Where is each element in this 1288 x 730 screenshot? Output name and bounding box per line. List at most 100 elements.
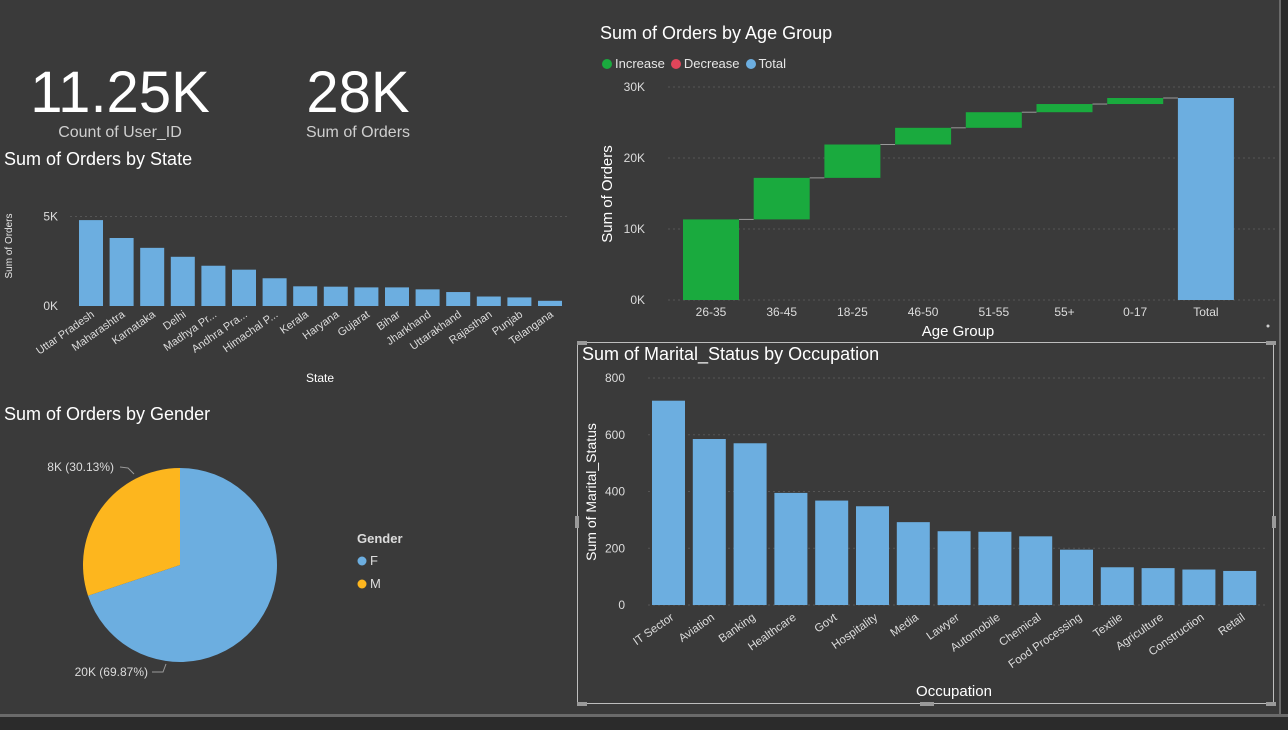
gender-chart-title: Sum of Orders by Gender (4, 404, 211, 424)
occupation-x-axis-label: Occupation (916, 683, 992, 700)
legend-decrease-label: Decrease (683, 56, 740, 71)
gender-legend-swatch-f (357, 556, 367, 566)
age-category-label: 18-25 (837, 305, 868, 319)
occupation-category-label: Textile (1091, 612, 1125, 641)
state-bar-bihar (385, 287, 409, 306)
occupation-category-label: Aviation (677, 612, 717, 645)
age-bar-0-17 (1107, 98, 1164, 105)
age-category-label: 36-45 (766, 305, 797, 319)
state-bar-madhya-pr (201, 265, 226, 306)
resize-handle-bottom-right[interactable] (1266, 702, 1276, 706)
gender-legend-title: Gender (357, 531, 403, 546)
occupation-category-label: Food Processing (1007, 612, 1085, 671)
occupation-ytick-label: 200 (605, 541, 625, 555)
state-bar-gujarat (354, 287, 379, 306)
resize-handle-bottom-left[interactable] (577, 702, 587, 706)
gender-legend-label-m: M (370, 576, 381, 591)
occupation-category-label: Retail (1216, 612, 1247, 639)
occupation-ytick-label: 600 (605, 428, 625, 442)
age-bar-51-55 (965, 112, 1022, 128)
age-y-axis-label: Sum of Orders (599, 145, 616, 243)
state-bar-himachal-p (262, 278, 287, 306)
occupation-bar-food-processing (1060, 549, 1093, 605)
kpi-orders-label: Sum of Orders (305, 124, 411, 141)
occupation-chart-title: Sum of Marital_Status by Occupation (582, 344, 880, 364)
age-bar-46-50 (895, 127, 952, 145)
resize-handle-left[interactable] (575, 516, 579, 528)
kpi-orders-value: 28K (306, 60, 410, 125)
occupation-bar-agriculture (1141, 568, 1175, 605)
legend-total-swatch (745, 58, 756, 69)
pie-slice-f (87, 468, 277, 662)
occupation-category-label: Hospitality (830, 611, 881, 651)
state-chart-title: Sum of Orders by State (4, 149, 193, 169)
age-bar-26-35 (683, 219, 739, 300)
occupation-bar-aviation (692, 439, 726, 605)
age-category-label: 46-50 (908, 305, 939, 319)
more-options-dot (1266, 324, 1270, 328)
resize-handle-top-right[interactable] (1266, 341, 1276, 345)
age-x-axis-label: Age Group (922, 323, 995, 340)
occupation-y-axis-label: Sum of Marital_Status (583, 423, 599, 561)
age-category-label: Total (1193, 305, 1218, 319)
occupation-bar-chemical (1019, 536, 1053, 605)
age-chart-legend: Increase Decrease Total (596, 56, 786, 71)
state-bar-jharkhand (415, 289, 440, 306)
occupation-ytick-label: 0 (618, 598, 625, 612)
age-category-label: 51-55 (978, 305, 1009, 319)
resize-handle-bottom[interactable] (920, 702, 934, 706)
occupation-bar-construction (1182, 569, 1216, 605)
gender-legend-swatch-m (357, 579, 367, 589)
pie-data-label-m: 8K (30.13%) (47, 460, 114, 474)
occupation-bar-healthcare (774, 492, 808, 605)
occupation-bar-banking (733, 443, 767, 605)
state-x-axis-label: State (306, 371, 334, 385)
kpi-orders-card: 28K Sum of Orders (258, 64, 458, 142)
occupation-category-label: Govt (813, 611, 840, 635)
age-ytick-label: 10K (624, 222, 645, 236)
state-bar-maharashtra (109, 238, 134, 306)
occupation-bar-media (896, 522, 930, 605)
gender-pie-chart[interactable]: 8K (30.13%) 20K (69.87%) Gender FM (0, 430, 520, 710)
legend-decrease-swatch (670, 58, 681, 69)
legend-increase-label: Increase (615, 56, 665, 71)
state-ytick-label: 5K (43, 210, 58, 224)
occupation-bar-textile (1100, 567, 1134, 605)
state-bar-kerala (293, 286, 318, 306)
state-ytick-label: 0K (43, 299, 58, 313)
age-chart-title: Sum of Orders by Age Group (600, 23, 833, 43)
state-bar-uttar-pradesh (79, 220, 103, 306)
occupation-bar-automobile (978, 531, 1012, 605)
age-bar-total (1177, 98, 1234, 300)
occupation-ytick-label: 400 (605, 485, 625, 499)
occupation-ytick-label: 800 (605, 371, 625, 385)
occupation-bar-lawyer (937, 531, 971, 605)
age-ytick-label: 20K (624, 151, 645, 165)
state-bar-punjab (507, 297, 532, 306)
legend-total-label: Total (758, 56, 786, 71)
window-bottom-edge (0, 714, 1288, 730)
window-right-edge (1279, 0, 1288, 730)
age-bar-55 (1036, 104, 1093, 113)
age-ytick-label: 0K (630, 293, 645, 307)
age-category-label: 0-17 (1123, 305, 1147, 319)
occupation-bar-hospitality (856, 506, 889, 605)
state-bar-andhra-pra (232, 269, 256, 306)
resize-handle-top-left[interactable] (577, 341, 587, 345)
state-y-axis-label: Sum of Orders (4, 213, 15, 278)
occupation-bar-it-sector (652, 400, 685, 605)
state-bar-delhi (170, 256, 195, 306)
kpi-user-count-label: Count of User_ID (58, 124, 182, 141)
age-bar-36-45 (753, 177, 810, 220)
occupation-bar-retail (1223, 570, 1257, 605)
occupation-category-label: Media (888, 611, 921, 639)
age-waterfall-chart[interactable]: 0K 10K 20K 30K Sum of Orders 26-35 36-45 18-25 4… (590, 72, 1280, 342)
state-bar-telangana (538, 300, 562, 306)
state-bar-haryana (323, 286, 348, 306)
kpi-user-count-card: 11.25K Count of User_ID (10, 64, 230, 142)
resize-handle-right[interactable] (1272, 516, 1276, 528)
state-bar-uttarakhand (446, 292, 471, 306)
occupation-category-label: IT Sector (631, 612, 676, 649)
occupation-bar-chart[interactable]: 0 200 400 600 800 Sum of Marital_Status IT Sec… (578, 362, 1278, 702)
